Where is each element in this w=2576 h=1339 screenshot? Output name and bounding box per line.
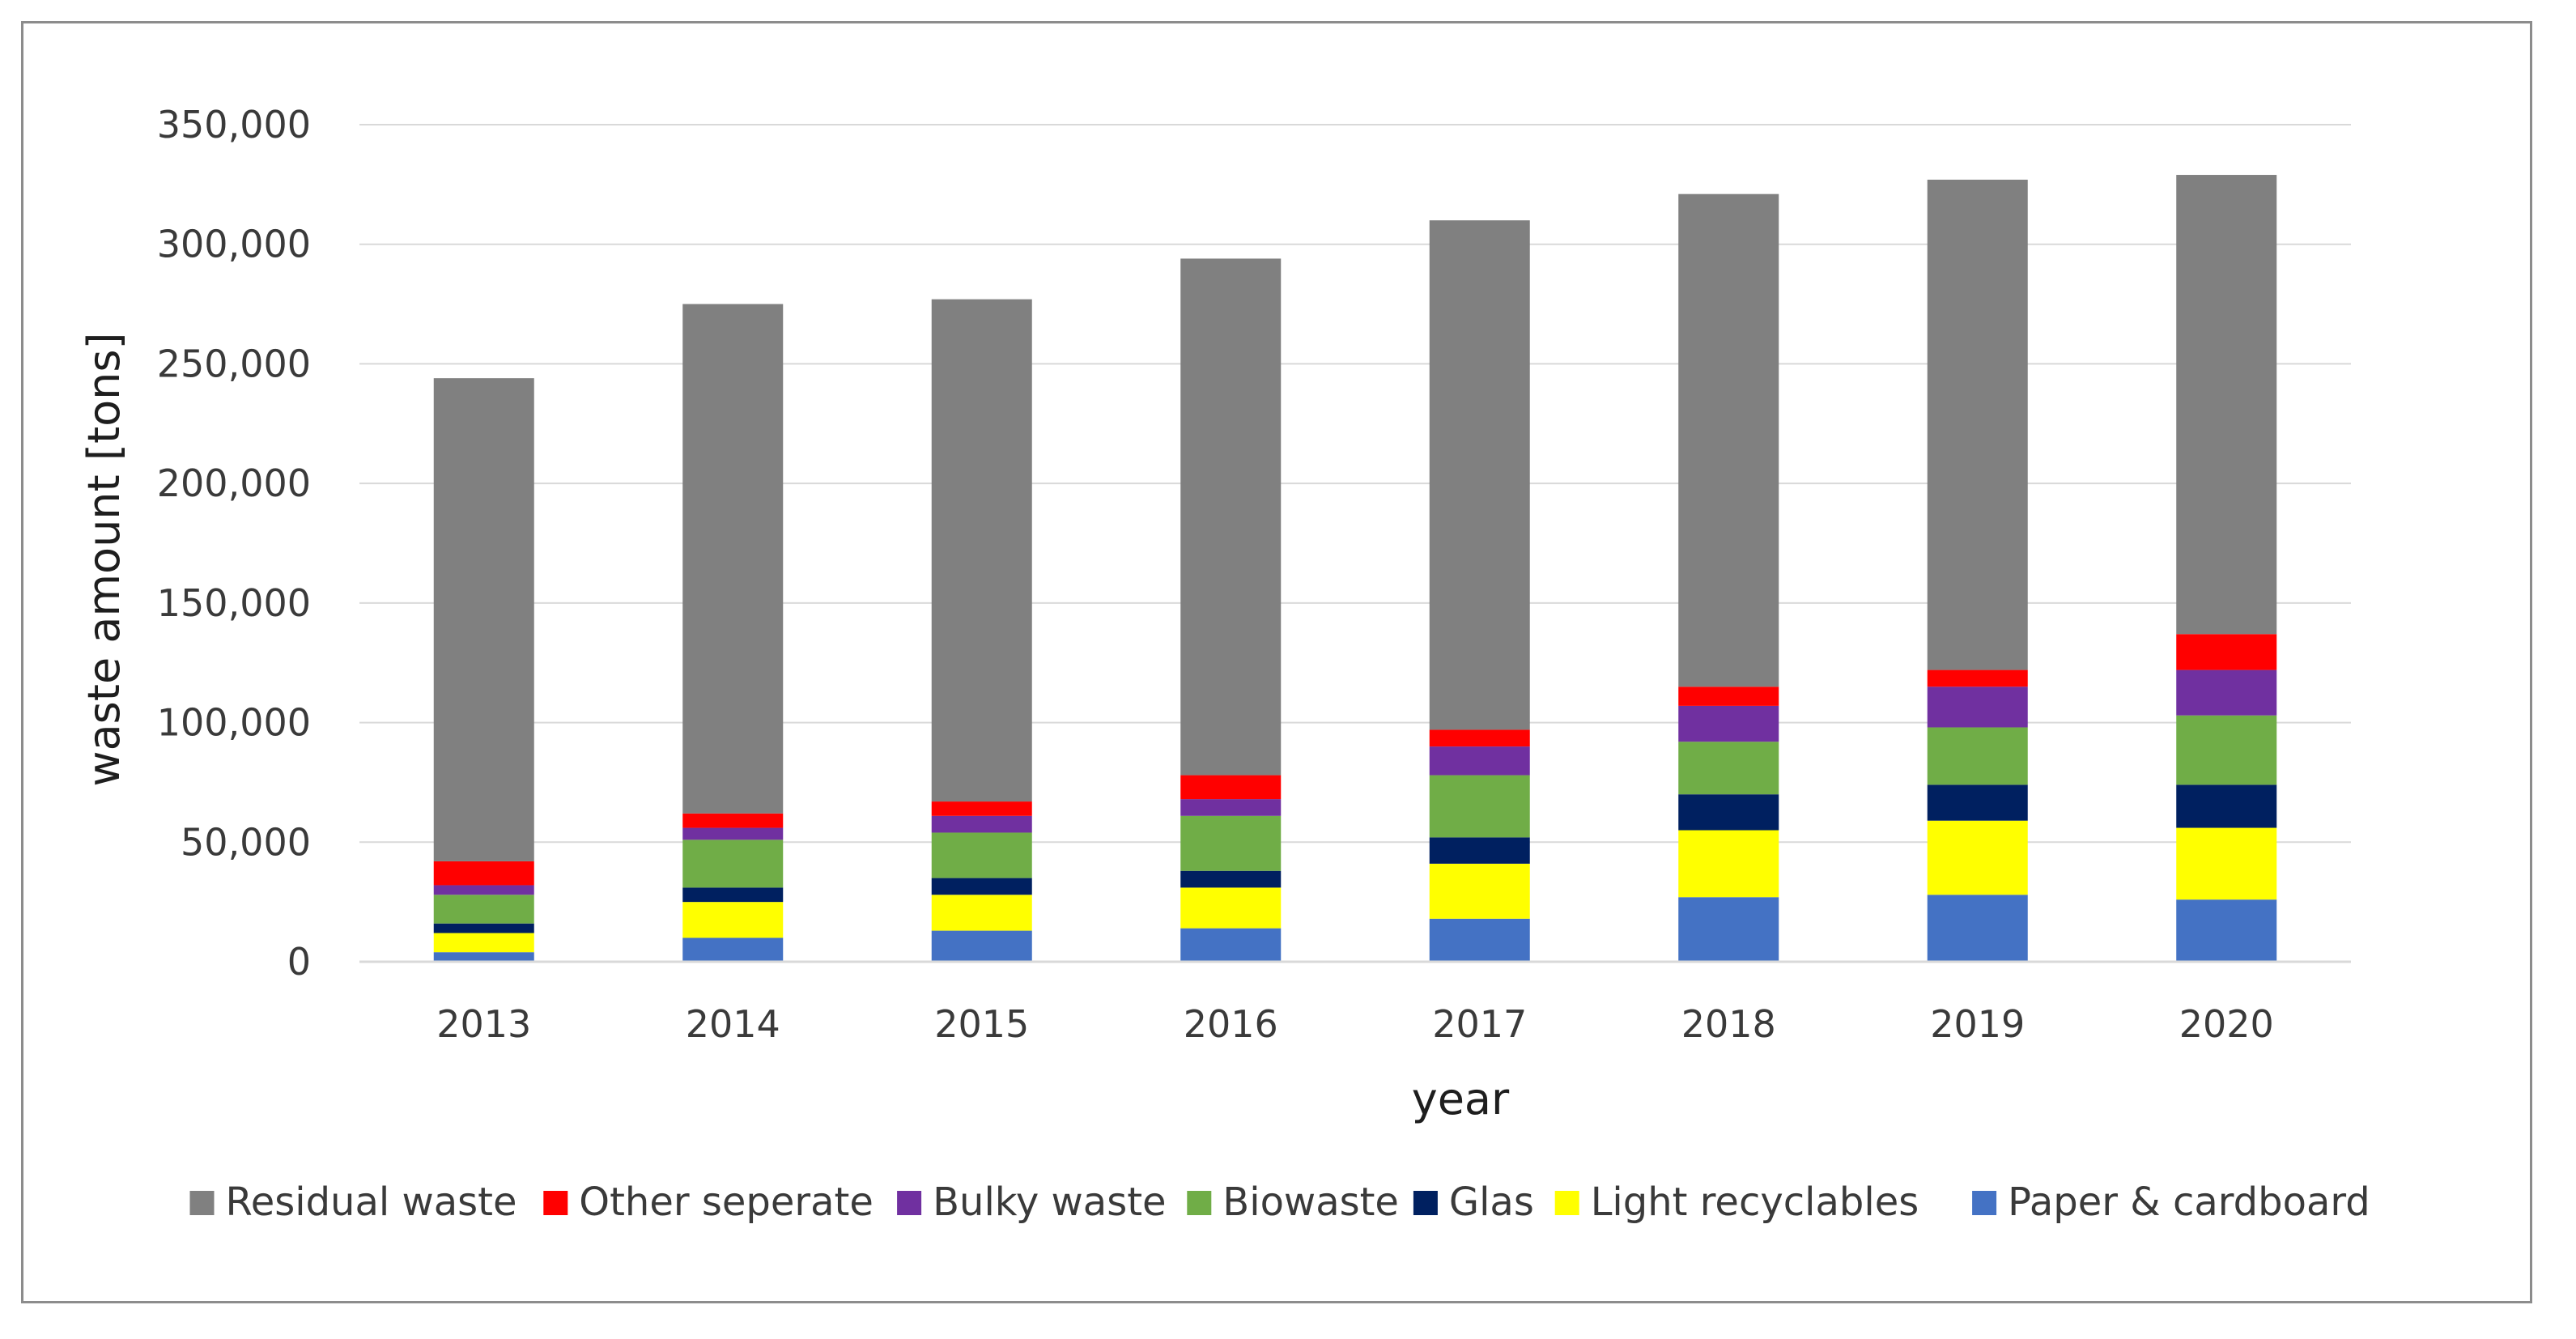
- bar-segment-biowaste-2014: [682, 840, 784, 888]
- bar-segment-biowaste-2017: [1429, 775, 1530, 838]
- x-tick-label: 2018: [1681, 1002, 1776, 1046]
- x-tick-label: 2015: [934, 1002, 1029, 1046]
- bar-segment-biowaste-2013: [433, 895, 534, 924]
- x-tick-label: 2014: [686, 1002, 780, 1046]
- legend-swatch: [1413, 1191, 1438, 1215]
- bar-segment-residual-waste-2015: [931, 299, 1032, 802]
- bar-segment-bulky-waste-2019: [1927, 687, 2028, 728]
- bar-segment-glas-2015: [931, 878, 1032, 895]
- legend-swatch: [543, 1191, 568, 1215]
- bar-segment-residual-waste-2020: [2176, 175, 2277, 635]
- bar-segment-residual-waste-2017: [1429, 220, 1530, 730]
- y-tick-label: 0: [287, 940, 311, 984]
- y-tick-label: 200,000: [157, 461, 311, 505]
- bar-segment-glas-2018: [1678, 794, 1779, 831]
- bar-segment-biowaste-2016: [1180, 815, 1282, 871]
- legend-swatch: [1554, 1191, 1579, 1215]
- bar-segment-biowaste-2015: [931, 832, 1032, 878]
- bar-segment-residual-waste-2018: [1678, 193, 1779, 687]
- bar-segment-other-seperate-2015: [931, 801, 1032, 816]
- bar-segment-residual-waste-2014: [682, 304, 784, 814]
- bar-segment-glas-2019: [1927, 784, 2028, 821]
- bar-segment-paper-cardboard-2013: [433, 952, 534, 962]
- bar-segment-bulky-waste-2013: [433, 885, 534, 895]
- y-axis-title: waste amount [tons]: [79, 332, 130, 786]
- bar-segment-biowaste-2018: [1678, 742, 1779, 795]
- x-axis-ticks: 2013 2014 2015 2016 2017 2018 2019 2020: [436, 1002, 2274, 1046]
- bar-segment-other-seperate-2018: [1678, 687, 1779, 706]
- bar-segment-glas-2014: [682, 887, 784, 903]
- legend-label: Glas: [1449, 1180, 1534, 1225]
- y-tick-label: 150,000: [157, 581, 311, 625]
- x-tick-label: 2016: [1184, 1002, 1278, 1046]
- bar-segment-paper-cardboard-2015: [931, 930, 1032, 962]
- bar-segment-bulky-waste-2018: [1678, 705, 1779, 742]
- y-tick-label: 50,000: [181, 820, 311, 864]
- x-tick-label: 2020: [2179, 1002, 2274, 1046]
- bar-segment-light-recyclables-2017: [1429, 863, 1530, 919]
- bar-segment-other-seperate-2014: [682, 813, 784, 828]
- y-tick-label: 250,000: [157, 342, 311, 385]
- bar-segment-bulky-waste-2014: [682, 827, 784, 840]
- x-axis-title: year: [1412, 1073, 1510, 1124]
- bar-segment-residual-waste-2016: [1180, 258, 1282, 776]
- bar-segment-bulky-waste-2016: [1180, 799, 1282, 816]
- x-tick-label: 2017: [1432, 1002, 1527, 1046]
- bar-segment-residual-waste-2019: [1927, 179, 2028, 670]
- bar-segment-glas-2017: [1429, 837, 1530, 864]
- bar-segment-other-seperate-2013: [433, 861, 534, 886]
- y-axis-ticks: 0 50,000 100,000 150,000 200,000 250,000 300,0…: [157, 103, 311, 984]
- bar-segment-residual-waste-2013: [433, 378, 534, 861]
- bar-segment-glas-2020: [2176, 784, 2277, 828]
- y-tick-label: 300,000: [157, 223, 311, 266]
- stacked-bar-chart: 0 50,000 100,000 150,000 200,000 250,000 300,0…: [79, 103, 2370, 1225]
- y-tick-label: 350,000: [157, 103, 311, 147]
- bar-segment-other-seperate-2019: [1927, 670, 2028, 687]
- bar-segment-light-recyclables-2014: [682, 902, 784, 938]
- legend-swatch: [897, 1191, 922, 1215]
- bar-segment-light-recyclables-2018: [1678, 830, 1779, 898]
- legend-label: Light recyclables: [1591, 1180, 1919, 1225]
- gridlines: [359, 124, 2351, 844]
- bar-segment-paper-cardboard-2019: [1927, 895, 2028, 962]
- bars: [433, 175, 2277, 962]
- bar-segment-other-seperate-2016: [1180, 775, 1282, 800]
- bar-segment-paper-cardboard-2014: [682, 937, 784, 962]
- bar-segment-light-recyclables-2019: [1927, 820, 2028, 895]
- bar-segment-light-recyclables-2020: [2176, 827, 2277, 900]
- bar-segment-light-recyclables-2013: [433, 933, 534, 953]
- bar-segment-light-recyclables-2015: [931, 895, 1032, 931]
- x-tick-label: 2019: [1930, 1002, 2025, 1046]
- legend-swatch: [1187, 1191, 1212, 1215]
- legend-label: Bulky waste: [933, 1180, 1166, 1225]
- bar-segment-light-recyclables-2016: [1180, 887, 1282, 929]
- bar-segment-biowaste-2019: [1927, 727, 2028, 785]
- bar-segment-glas-2013: [433, 923, 534, 933]
- bar-segment-bulky-waste-2015: [931, 815, 1032, 833]
- bar-segment-paper-cardboard-2020: [2176, 899, 2277, 962]
- bar-segment-paper-cardboard-2017: [1429, 918, 1530, 962]
- x-tick-label: 2013: [436, 1002, 531, 1046]
- bar-segment-other-seperate-2017: [1429, 729, 1530, 747]
- legend-label: Biowaste: [1222, 1180, 1399, 1225]
- bar-segment-biowaste-2020: [2176, 715, 2277, 785]
- bar-segment-glas-2016: [1180, 870, 1282, 888]
- bar-segment-paper-cardboard-2016: [1180, 928, 1282, 962]
- bar-segment-other-seperate-2020: [2176, 634, 2277, 670]
- chart-frame: 0 50,000 100,000 150,000 200,000 250,000 300,0…: [21, 21, 2532, 1303]
- bar-segment-paper-cardboard-2018: [1678, 897, 1779, 962]
- legend-label: Residual waste: [226, 1180, 517, 1225]
- legend: Residual waste Other seperate Bulky waste B…: [189, 1180, 2370, 1225]
- bar-segment-bulky-waste-2017: [1429, 746, 1530, 776]
- legend-swatch: [1972, 1191, 1997, 1215]
- legend-swatch: [189, 1191, 215, 1215]
- y-tick-label: 100,000: [157, 701, 311, 745]
- legend-label: Other seperate: [579, 1180, 874, 1225]
- bar-segment-bulky-waste-2020: [2176, 670, 2277, 716]
- legend-label: Paper & cardboard: [2008, 1180, 2370, 1225]
